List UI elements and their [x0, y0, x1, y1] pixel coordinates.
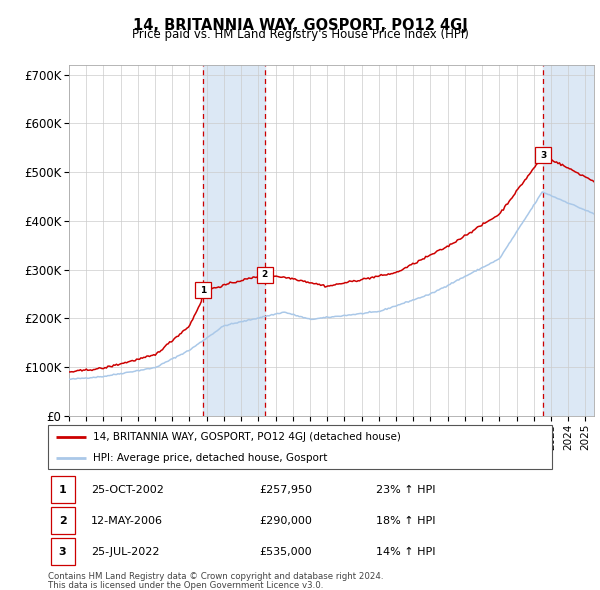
Text: 3: 3 [540, 150, 547, 160]
Text: HPI: Average price, detached house, Gosport: HPI: Average price, detached house, Gosp… [94, 453, 328, 463]
Text: £257,950: £257,950 [260, 484, 313, 494]
Text: 23% ↑ HPI: 23% ↑ HPI [376, 484, 435, 494]
Text: Contains HM Land Registry data © Crown copyright and database right 2024.: Contains HM Land Registry data © Crown c… [48, 572, 383, 581]
Text: 1: 1 [59, 484, 67, 494]
Text: 1: 1 [200, 286, 206, 294]
Text: 14, BRITANNIA WAY, GOSPORT, PO12 4GJ: 14, BRITANNIA WAY, GOSPORT, PO12 4GJ [133, 18, 467, 32]
Text: 14, BRITANNIA WAY, GOSPORT, PO12 4GJ (detached house): 14, BRITANNIA WAY, GOSPORT, PO12 4GJ (de… [94, 432, 401, 442]
FancyBboxPatch shape [50, 538, 75, 565]
Text: 3: 3 [59, 547, 67, 557]
Text: 18% ↑ HPI: 18% ↑ HPI [376, 516, 435, 526]
FancyBboxPatch shape [50, 507, 75, 535]
Text: £535,000: £535,000 [260, 547, 313, 557]
Text: 25-OCT-2002: 25-OCT-2002 [91, 484, 164, 494]
FancyBboxPatch shape [50, 476, 75, 503]
Text: 25-JUL-2022: 25-JUL-2022 [91, 547, 160, 557]
Text: 14% ↑ HPI: 14% ↑ HPI [376, 547, 435, 557]
Bar [544, 65, 594, 416]
Text: 2: 2 [59, 516, 67, 526]
Bar [203, 65, 265, 416]
Text: 2: 2 [262, 270, 268, 279]
Text: 12-MAY-2006: 12-MAY-2006 [91, 516, 163, 526]
Text: £290,000: £290,000 [260, 516, 313, 526]
FancyBboxPatch shape [48, 425, 552, 469]
Text: Price paid vs. HM Land Registry's House Price Index (HPI): Price paid vs. HM Land Registry's House … [131, 28, 469, 41]
Text: This data is licensed under the Open Government Licence v3.0.: This data is licensed under the Open Gov… [48, 581, 323, 590]
